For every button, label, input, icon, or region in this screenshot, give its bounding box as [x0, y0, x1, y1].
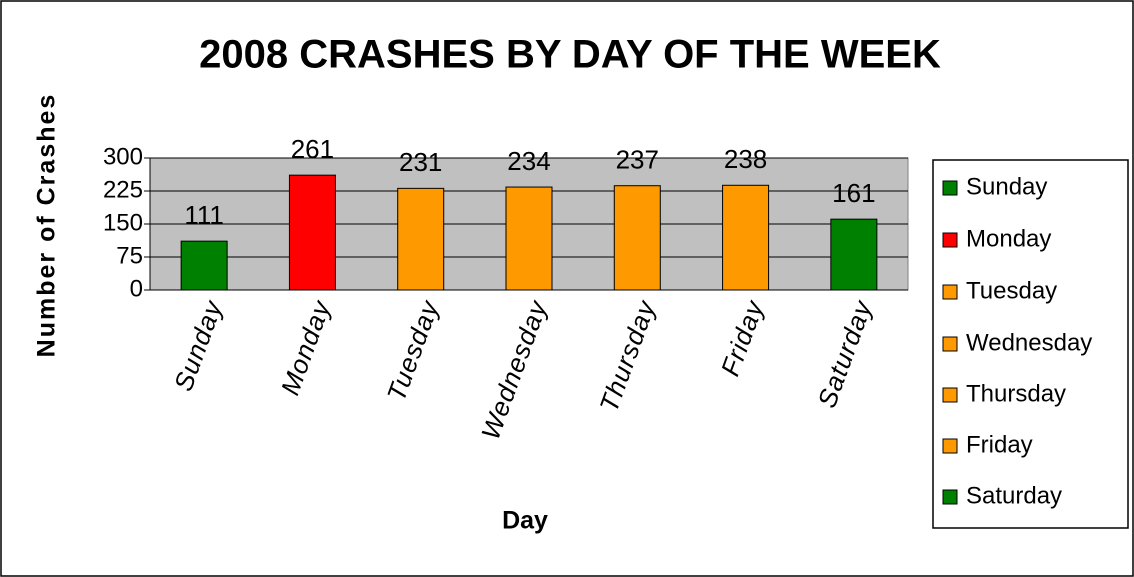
legend-swatch	[942, 387, 958, 403]
bar	[722, 184, 770, 291]
chart-title: 2008 CRASHES BY DAY OF THE WEEK	[199, 33, 941, 77]
y-tick-label: 75	[116, 242, 143, 269]
legend-swatch	[942, 489, 958, 505]
bar	[613, 185, 661, 291]
y-tick-label: 0	[130, 275, 143, 302]
legend-swatch	[942, 180, 958, 196]
bar	[180, 240, 228, 291]
data-label: 234	[507, 146, 550, 176]
bar	[397, 187, 445, 291]
bar	[505, 186, 553, 291]
y-tick-label: 225	[103, 176, 143, 203]
data-label: 237	[616, 145, 659, 175]
legend-label: Monday	[966, 225, 1051, 252]
bar	[830, 218, 878, 291]
data-label: 238	[724, 144, 767, 174]
data-label: 231	[399, 147, 442, 177]
legend-label: Saturday	[966, 482, 1062, 509]
legend-label: Sunday	[966, 173, 1047, 200]
data-label: 261	[291, 134, 334, 164]
legend-box	[932, 159, 1129, 529]
legend-swatch	[942, 284, 958, 300]
y-axis-label: Number of Crashes	[33, 93, 61, 358]
legend-label: Wednesday	[966, 329, 1092, 356]
legend-swatch	[942, 232, 958, 248]
bar	[288, 174, 336, 291]
legend-swatch	[942, 336, 958, 352]
legend-label: Thursday	[966, 380, 1066, 407]
y-tick-label: 300	[103, 143, 143, 170]
y-tick-label: 150	[103, 209, 143, 236]
x-axis-label: Day	[502, 507, 548, 535]
legend-swatch	[942, 438, 958, 454]
data-label: 161	[832, 178, 875, 208]
legend-label: Tuesday	[966, 277, 1057, 304]
data-label: 111	[184, 200, 224, 230]
legend-label: Friday	[966, 431, 1033, 458]
